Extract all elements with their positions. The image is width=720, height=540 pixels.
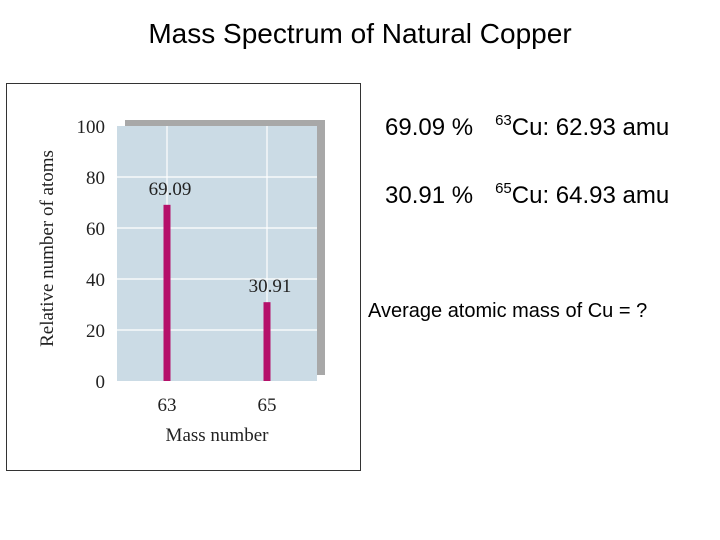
y-tick-label: 100 xyxy=(77,117,106,138)
isotope-cu63-line: 69.09 % 63Cu: 62.93 amu xyxy=(385,112,670,142)
average-mass-question: Average atomic mass of Cu = ? xyxy=(368,300,648,322)
x-tick-label: 65 xyxy=(258,395,277,416)
isotope-cu65-mass-number: 65 xyxy=(495,180,512,197)
isotope-cu65-percent: 30.91 % xyxy=(385,182,474,209)
isotope-cu65-line: 30.91 % 65Cu: 64.93 amu xyxy=(385,180,670,210)
y-axis-label: Relative number of atoms xyxy=(37,150,58,347)
isotope-cu63-mass-number: 63 xyxy=(495,112,512,129)
isotope-cu65-symbol: Cu xyxy=(511,182,543,209)
y-tick-label: 60 xyxy=(86,219,105,240)
page-title: Mass Spectrum of Natural Copper xyxy=(148,18,572,49)
mass-spectrum-chart: 0 20 40 60 80 100 69.09 63 30.91 65 Mass number Rel… xyxy=(37,117,325,446)
mass-spectrum-figure: 0 20 40 60 80 100 69.09 63 30.91 65 Mass number Rel… xyxy=(6,83,361,471)
isotope-cu63-percent: 69.09 % xyxy=(385,114,474,141)
isotope-cu65-mass: : 64.93 amu xyxy=(542,182,670,209)
data-label-63: 69.09 xyxy=(149,179,192,200)
isotope-cu63-symbol: Cu xyxy=(511,114,543,141)
plot-background xyxy=(117,126,317,381)
data-label-65: 30.91 xyxy=(249,276,292,297)
isotope-cu63-mass: : 62.93 amu xyxy=(542,114,670,141)
y-tick-label: 40 xyxy=(86,270,105,291)
y-tick-label: 0 xyxy=(96,372,106,393)
bar-65 xyxy=(263,302,271,381)
x-tick-label: 63 xyxy=(158,395,177,416)
x-axis-label: Mass number xyxy=(166,425,270,446)
bar-63 xyxy=(163,204,171,381)
y-tick-label: 80 xyxy=(86,168,105,189)
y-tick-label: 20 xyxy=(86,321,105,342)
